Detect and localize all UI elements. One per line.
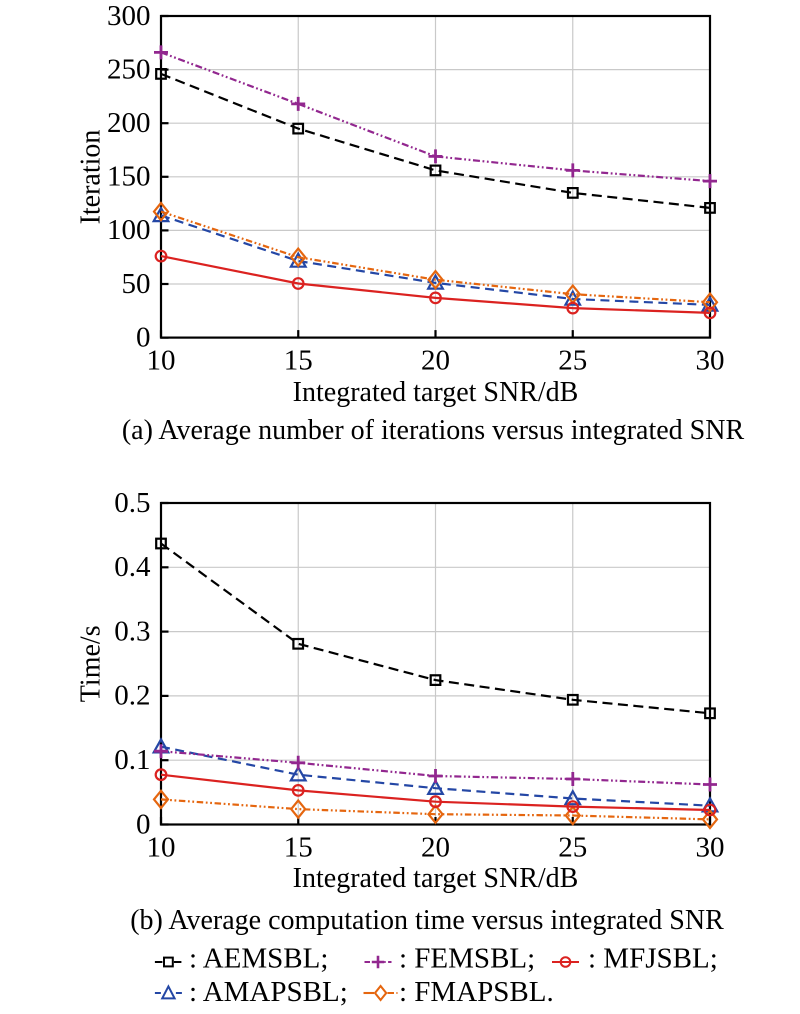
svg-text:30: 30 bbox=[696, 831, 725, 863]
svg-text:0: 0 bbox=[136, 808, 151, 840]
svg-text:10: 10 bbox=[147, 344, 176, 376]
svg-text:Iteration: Iteration bbox=[76, 130, 107, 225]
svg-text:25: 25 bbox=[558, 344, 587, 376]
svg-text:Integrated target SNR/dB: Integrated target SNR/dB bbox=[293, 377, 579, 408]
svg-text:250: 250 bbox=[107, 53, 151, 85]
svg-text:15: 15 bbox=[284, 831, 313, 863]
svg-text:0.4: 0.4 bbox=[114, 551, 151, 583]
svg-text:: AEMSBL;: : AEMSBL; bbox=[189, 943, 328, 975]
svg-text:0.1: 0.1 bbox=[114, 744, 150, 776]
svg-text:0.3: 0.3 bbox=[114, 615, 150, 647]
svg-text:: FEMSBL;: : FEMSBL; bbox=[399, 943, 535, 975]
svg-text:: FMAPSBL.: : FMAPSBL. bbox=[399, 976, 554, 1008]
svg-text:0.2: 0.2 bbox=[114, 680, 150, 712]
svg-text:(a) Average number of iteratio: (a) Average number of iterations versus … bbox=[122, 415, 745, 446]
svg-text:50: 50 bbox=[122, 268, 151, 300]
svg-text:100: 100 bbox=[107, 214, 151, 246]
svg-text:15: 15 bbox=[284, 344, 313, 376]
svg-text:Integrated target SNR/dB: Integrated target SNR/dB bbox=[293, 863, 579, 894]
svg-text:0.5: 0.5 bbox=[114, 487, 150, 519]
svg-text:200: 200 bbox=[107, 107, 151, 139]
svg-text:20: 20 bbox=[421, 344, 450, 376]
svg-text:: MFJSBL;: : MFJSBL; bbox=[588, 943, 718, 975]
svg-text:(b) Average computation time v: (b) Average computation time versus inte… bbox=[130, 905, 724, 936]
svg-text:25: 25 bbox=[558, 831, 587, 863]
svg-text:20: 20 bbox=[421, 831, 450, 863]
svg-text:10: 10 bbox=[147, 831, 176, 863]
svg-text:150: 150 bbox=[107, 161, 151, 193]
svg-text:Time/s: Time/s bbox=[76, 625, 107, 702]
svg-text:300: 300 bbox=[107, 0, 151, 32]
svg-text:30: 30 bbox=[696, 344, 725, 376]
svg-text:: AMAPSBL;: : AMAPSBL; bbox=[189, 976, 348, 1008]
svg-text:0: 0 bbox=[136, 321, 151, 353]
